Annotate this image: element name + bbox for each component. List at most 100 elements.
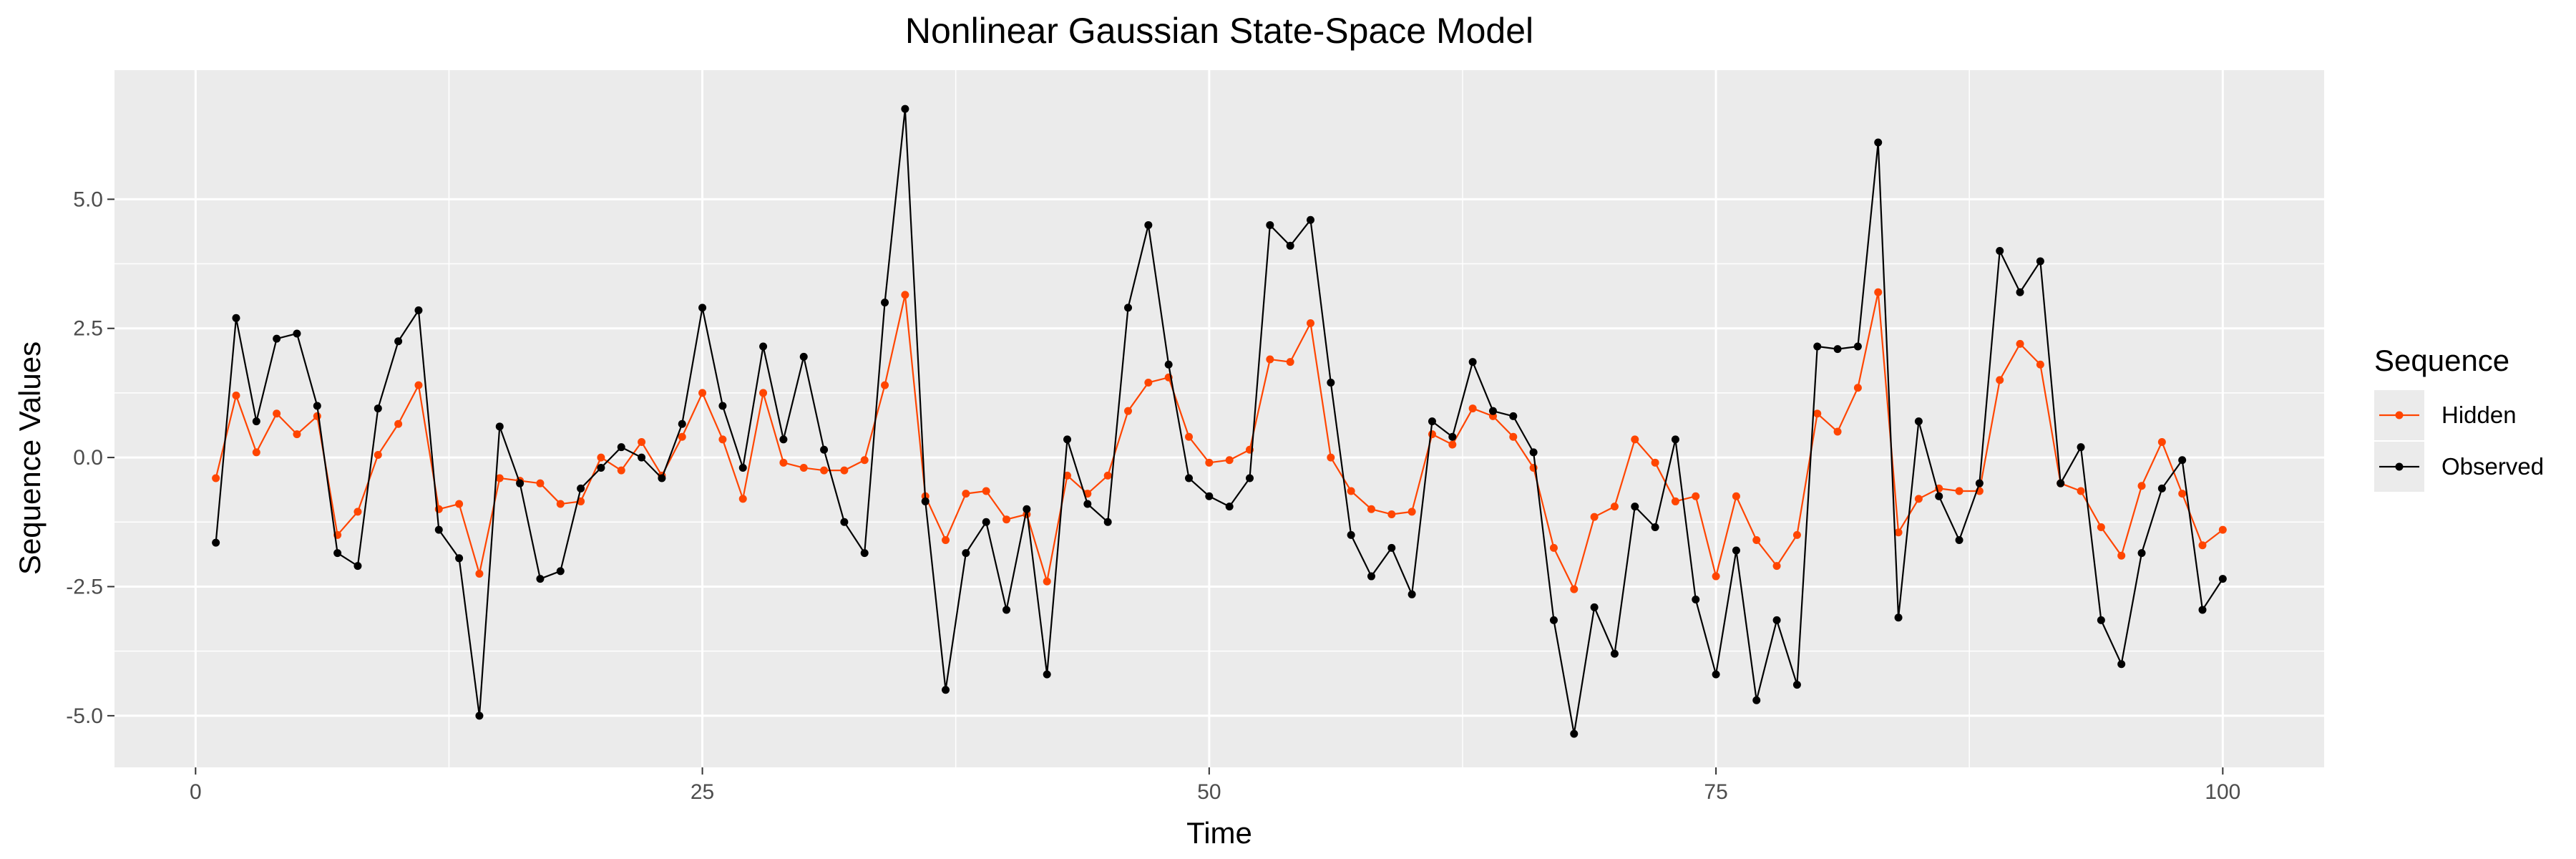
observed-point [2117,660,2126,669]
hidden-point [779,458,788,467]
observed-point [374,404,382,413]
hidden-point [2117,551,2126,560]
observed-point [434,525,443,534]
observed-point [779,435,788,444]
hidden-point [1874,288,1883,296]
observed-point [1124,304,1133,312]
hidden-point [1610,503,1619,511]
observed-point [1570,729,1579,738]
observed-point [1853,342,1862,351]
observed-point [353,562,362,571]
hidden-point [1327,453,1335,462]
hidden-point [1286,358,1294,367]
hidden-point [1955,487,1963,495]
observed-point [313,402,321,410]
observed-point [1286,241,1294,250]
hidden-point [860,456,869,465]
observed-point [860,549,869,558]
hidden-point [2157,437,2166,446]
hidden-point [1407,508,1416,516]
observed-point [1063,435,1072,444]
observed-point [1651,523,1659,532]
hidden-point [1205,458,1214,467]
legend-label-hidden: Hidden [2441,402,2517,428]
hidden-point [718,435,727,444]
hidden-point [252,448,260,457]
hidden-point [840,466,849,475]
hidden-point [2137,482,2146,490]
observed-point [2218,575,2227,583]
observed-point [617,443,625,452]
observed-point [1306,215,1314,224]
observed-point [293,329,301,338]
observed-point [1792,681,1801,689]
observed-point [556,567,565,576]
hidden-point [2036,360,2044,369]
hidden-point [901,291,909,299]
observed-point [1347,530,1355,539]
hidden-point [1002,515,1011,524]
observed-point [1043,670,1051,679]
observed-point [1428,417,1436,426]
x-axis-title: Time [1186,816,1252,850]
observed-point [1772,616,1781,624]
hidden-point [1428,430,1436,439]
observed-point [2036,257,2044,266]
hidden-point [1266,355,1274,364]
hidden-point [455,500,464,508]
hidden-point [1225,456,1234,465]
legend-label-observed: Observed [2441,453,2544,480]
observed-point [1955,536,1963,545]
series-layer [212,105,2227,738]
legend: Sequence Hidden Observed [2374,344,2544,492]
x-tick-label: 0 [190,780,202,804]
hidden-point [759,389,768,397]
minor-gridlines [114,70,2324,767]
hidden-point [232,392,240,400]
observed-point [1164,360,1173,369]
chart-title: Nonlinear Gaussian State-Space Model [905,11,1533,51]
hidden-point [1549,543,1558,552]
observed-point [1103,518,1112,526]
hidden-point [638,437,646,446]
hidden-point [394,419,403,428]
observed-point [921,497,930,505]
observed-point [1488,407,1497,415]
observed-point [2157,484,2166,492]
hidden-point [1732,492,1740,500]
hidden-point [1853,384,1862,392]
observed-point [2097,616,2105,624]
observed-point [2016,288,2024,296]
hidden-point [1772,562,1781,571]
y-tick-label: -5.0 [66,704,103,728]
legend-item-observed: Observed [2374,442,2544,492]
hidden-point [353,508,362,516]
hidden-point [1894,528,1903,537]
observed-point [678,419,686,428]
hidden-point [556,500,565,508]
hidden-point [1367,505,1375,513]
x-tick-label: 100 [2205,780,2240,804]
hidden-point [536,479,545,487]
hidden-point [738,495,747,503]
legend-items: Hidden Observed [2374,390,2544,492]
observed-point [1590,603,1599,611]
hidden-point [212,474,220,482]
observed-point [1205,492,1214,500]
observed-point [942,686,950,694]
observed-point [1692,596,1700,604]
hidden-point [1671,497,1679,505]
observed-line [215,108,2224,735]
hidden-point [1347,487,1355,495]
hidden-point [1570,585,1579,593]
hidden-point [495,474,504,482]
hidden-point [2097,523,2105,532]
observed-point [2178,456,2187,465]
hidden-point [617,466,625,475]
y-axis-title: Sequence Values [13,341,47,575]
observed-point [577,484,585,492]
legend-key-point [2395,462,2404,471]
observed-point [394,337,403,346]
hidden-point [1103,471,1112,480]
observed-point [1874,138,1883,147]
